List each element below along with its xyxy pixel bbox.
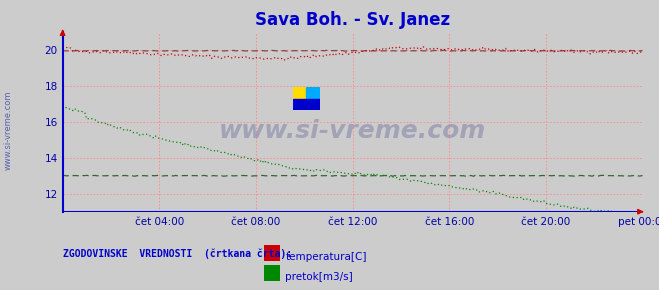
Text: pretok[m3/s]: pretok[m3/s] — [285, 272, 353, 282]
Bar — [293, 99, 320, 110]
Bar — [306, 87, 320, 99]
Text: ZGODOVINSKE  VREDNOSTI  (črtkana črta):: ZGODOVINSKE VREDNOSTI (črtkana črta): — [63, 248, 292, 259]
Title: Sava Boh. - Sv. Janez: Sava Boh. - Sv. Janez — [255, 11, 450, 29]
Text: www.si-vreme.com: www.si-vreme.com — [3, 91, 13, 170]
Text: www.si-vreme.com: www.si-vreme.com — [219, 119, 486, 143]
Text: temperatura[C]: temperatura[C] — [285, 252, 367, 262]
Bar — [293, 87, 306, 99]
